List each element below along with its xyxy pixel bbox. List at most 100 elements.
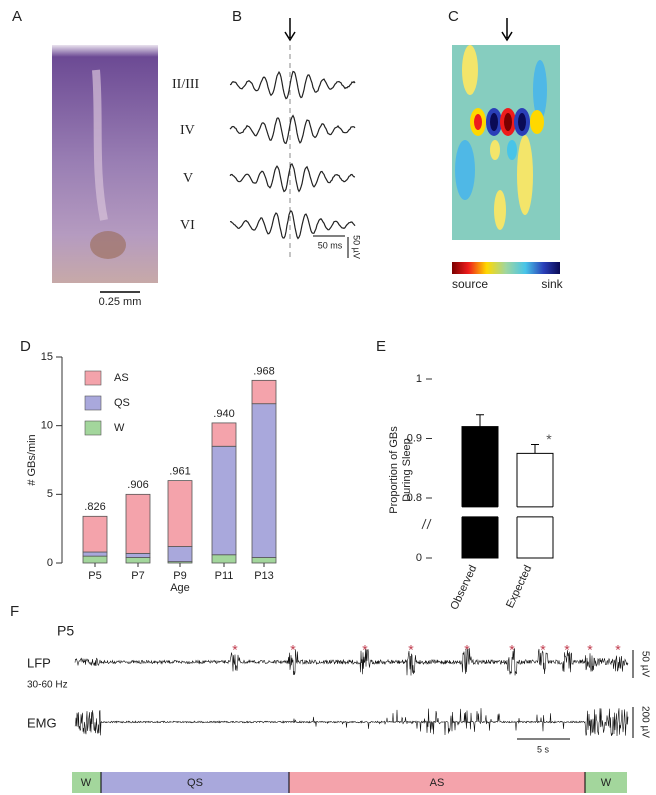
y-tick-label: 0	[47, 557, 53, 569]
bar-segment	[211, 422, 237, 447]
panel-c: source sink	[452, 18, 564, 291]
csd-blob	[517, 135, 533, 215]
scale-label: 200 µV	[639, 706, 650, 738]
csd-blob	[518, 113, 526, 131]
bar	[516, 452, 554, 559]
error-bar	[531, 443, 539, 454]
bar-segment	[125, 493, 151, 554]
csd-blob	[530, 110, 544, 134]
csd-blob	[462, 45, 478, 95]
layer-label: V	[183, 171, 193, 186]
arrow	[501, 18, 513, 42]
x-tick-label: P13	[254, 570, 274, 582]
scale-label: 50 ms	[318, 240, 343, 250]
legend-label: W	[114, 422, 125, 434]
bar-break-gap	[461, 506, 499, 517]
panel-label: E	[376, 338, 386, 355]
state-label: W	[601, 777, 612, 789]
x-tick-label: P7	[131, 570, 144, 582]
y-axis-label: # GBs/min	[26, 434, 38, 485]
state-w	[585, 772, 627, 793]
scale-label: 50 µV	[352, 235, 362, 259]
panel-label: A	[12, 8, 22, 25]
state-qs	[101, 772, 289, 793]
csd-blob	[494, 190, 506, 230]
bar-segment	[251, 379, 277, 405]
event-marker: *	[540, 642, 546, 658]
electrode-track	[92, 69, 108, 221]
panel-label: B	[232, 8, 242, 25]
bar-segment	[211, 554, 237, 564]
bar	[461, 426, 499, 559]
bar-label: .968	[253, 365, 274, 377]
state-label: AS	[430, 777, 445, 789]
colorbar-label: source	[452, 277, 488, 291]
x-axis-label: Age	[170, 582, 190, 594]
layer-label: IV	[180, 123, 195, 138]
legend-swatch	[84, 420, 102, 436]
bar-segment	[251, 557, 277, 564]
trace-band: 30-60 Hz	[27, 680, 68, 691]
panel-a: 0.25 mm	[52, 45, 158, 308]
y-axis-label: Proportion of GBsDuring Sleep	[388, 426, 413, 514]
event-marker: *	[615, 642, 621, 658]
legend-label: QS	[114, 397, 130, 409]
emg-trace	[74, 708, 629, 737]
lfp-trace	[229, 209, 356, 240]
csd-blob	[474, 114, 482, 130]
bar-segment	[82, 555, 108, 564]
x-tick-label: Expected	[504, 563, 534, 610]
y-tick-label: 0	[416, 552, 422, 564]
scale-label: 0.25 mm	[99, 296, 142, 308]
y-tick-label: 0.8	[407, 492, 422, 504]
event-marker: *	[408, 642, 414, 658]
legend-label: AS	[114, 372, 129, 384]
colorbar	[452, 262, 560, 274]
event-marker: *	[564, 642, 570, 658]
y-tick-label: 1	[416, 373, 422, 385]
state-label: W	[81, 777, 92, 789]
panel-b: II/III IV V VI 50 ms 50 µV	[172, 18, 362, 259]
trace-label: LFP	[27, 655, 51, 670]
x-tick-label: P5	[88, 570, 101, 582]
colorbar-label: sink	[541, 277, 563, 291]
bar-segment	[82, 551, 108, 557]
bar-break-gap	[516, 506, 554, 517]
bar-segment	[167, 546, 193, 563]
csd-blob	[504, 113, 512, 131]
bar-segment	[125, 552, 151, 558]
y-tick-label: 10	[41, 420, 53, 432]
event-marker: *	[587, 642, 593, 658]
trace-label: EMG	[27, 715, 57, 730]
panel-label: C	[448, 8, 459, 25]
lesion	[90, 231, 126, 259]
event-marker: *	[232, 642, 238, 658]
axis-break	[421, 518, 432, 530]
bar-label: .940	[213, 408, 234, 420]
legend-swatch	[84, 370, 102, 386]
panel-label: F	[10, 603, 19, 620]
bar-segment	[251, 403, 277, 558]
bar-label: .906	[127, 479, 148, 491]
event-marker: *	[290, 642, 296, 658]
csd-blob	[507, 140, 517, 160]
bar-label: .961	[169, 466, 190, 478]
x-tick-label: P11	[215, 570, 234, 582]
legend-swatch	[84, 395, 102, 411]
panel-label: D	[20, 338, 31, 355]
state-as	[289, 772, 585, 793]
bar-segment	[167, 480, 193, 547]
bar-label: .826	[84, 501, 105, 513]
scale-label: 50 µV	[639, 651, 650, 678]
event-marker: *	[509, 642, 515, 658]
state-label: QS	[187, 777, 203, 789]
panel-labels: A B C D E F	[10, 8, 459, 620]
y-tick-label: 5	[47, 488, 53, 500]
bar-segment	[125, 557, 151, 564]
lfp-trace	[229, 114, 356, 145]
bar-segment	[211, 445, 237, 556]
significance-label: *	[546, 431, 552, 447]
lfp-trace	[229, 163, 356, 193]
scale-label: 5 s	[537, 744, 550, 754]
